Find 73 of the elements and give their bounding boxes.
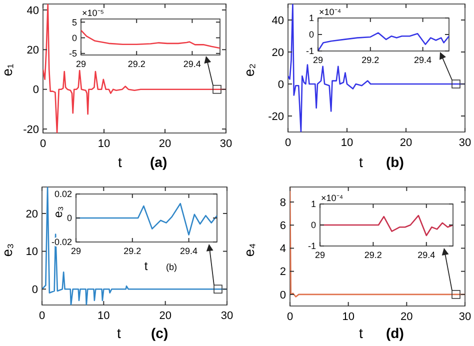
x-tick-label: 10 — [98, 310, 110, 322]
x-tick-label: 29.2 — [128, 59, 146, 69]
y-tick-label: 20 — [26, 44, 39, 56]
y-tick-label: 0 — [280, 289, 286, 302]
x-tick-label: 10 — [98, 138, 110, 150]
x-axis-title: t — [359, 154, 364, 170]
text: (b) — [386, 154, 404, 170]
y-axis-title: e₄ — [241, 242, 257, 257]
x-tick-label: 29.4 — [183, 59, 201, 69]
x-tick-label: 29 — [314, 250, 326, 260]
y-axis-title: e₃ — [51, 206, 65, 218]
y-tick-label: 40 — [26, 4, 39, 17]
y-tick-label: 0 — [72, 32, 77, 43]
x-tick-label: 29.4 — [414, 55, 432, 65]
x-tick-label: 30 — [220, 310, 234, 322]
x-tick-label: 29.2 — [124, 246, 142, 256]
x-tick-label: 29 — [312, 55, 324, 65]
y-tick-label: 0 — [32, 284, 38, 296]
x-axis-title: t — [359, 325, 364, 341]
y-tick-label: 2 — [280, 266, 286, 278]
y-axis-title: e₂ — [241, 63, 257, 77]
x-tick-label: 29.4 — [180, 246, 198, 256]
annotation: ×10⁻⁴ — [319, 7, 342, 17]
line-series — [81, 30, 220, 49]
x-tick-label: 30 — [458, 311, 472, 323]
x-tick-label: 20 — [400, 311, 413, 323]
x-tick-label: 20 — [158, 138, 172, 150]
y-tick-label: -20 — [23, 124, 39, 136]
line-series — [43, 4, 226, 133]
line-series — [42, 187, 227, 305]
annotation: ×10⁻⁵ — [82, 8, 104, 18]
text: (a) — [150, 154, 168, 170]
y-tick-label: 8 — [280, 196, 286, 209]
x-axis-title: t — [118, 154, 122, 170]
y-tick-label: 20 — [26, 208, 38, 220]
line-series — [288, 4, 465, 132]
x-tick-label: 29.2 — [364, 250, 382, 260]
y-tick-label: 5 — [72, 17, 77, 28]
y-axis-title: e₃ — [0, 243, 15, 257]
x-tick-label: 29 — [76, 59, 86, 69]
y-tick-label: -1 — [308, 241, 316, 252]
x-tick-label: 29.4 — [418, 250, 436, 260]
y-tick-label: 0.02 — [54, 189, 72, 200]
y-tick-label: 0 — [278, 78, 284, 91]
x-tick-label: 30 — [220, 138, 232, 150]
y-axis-title: e₁ — [0, 63, 15, 76]
x-tick-label: 10 — [342, 311, 354, 323]
x-axis-title: t — [117, 325, 122, 341]
y-tick-label: 6 — [280, 220, 286, 232]
x-tick-label: 29.2 — [362, 55, 380, 65]
line-series — [318, 32, 449, 51]
y-tick-label: 0 — [308, 30, 314, 40]
text: (d) — [386, 325, 404, 341]
x-tick-label: 29 — [70, 246, 82, 256]
y-tick-label: -5 — [68, 48, 77, 59]
x-tick-label: 20 — [400, 137, 412, 149]
y-tick-label: 0 — [310, 220, 316, 230]
y-tick-label: 1 — [310, 199, 316, 210]
x-tick-label: 30 — [458, 137, 472, 149]
x-tick-label: 10 — [340, 137, 354, 149]
y-tick-label: 0 — [66, 213, 72, 224]
y-tick-label: -1 — [306, 46, 314, 56]
y-tick-label: 0 — [32, 84, 39, 96]
y-tick-label: -20 — [268, 110, 284, 123]
x-tick-label: 20 — [159, 310, 172, 322]
y-tick-label: 4 — [280, 243, 286, 256]
y-tick-label: 40 — [272, 14, 284, 27]
annotation: ×10⁻⁴ — [321, 193, 344, 203]
text: (c) — [151, 325, 168, 341]
annotation: (b) — [166, 262, 177, 272]
y-tick-label: 1 — [308, 13, 314, 24]
x-axis-title: t — [144, 259, 148, 273]
x-tick-label: 0 — [40, 138, 46, 150]
